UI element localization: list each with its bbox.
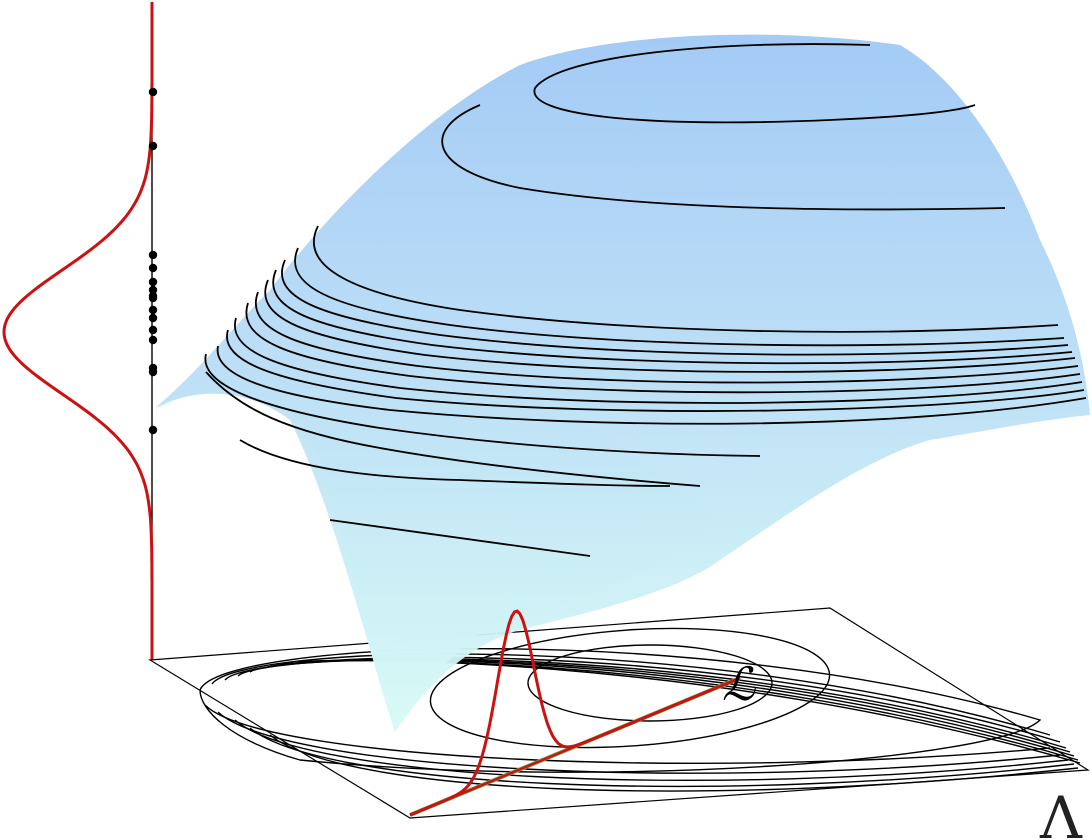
- sample-point: [148, 285, 158, 295]
- sample-point: [148, 250, 158, 260]
- sample-point: [148, 425, 158, 435]
- surface-contour: [313, 225, 1059, 333]
- conditional-density-curve: [409, 609, 741, 817]
- floor-contour: [211, 653, 1051, 736]
- sample-points: [148, 87, 158, 435]
- marginal-density-curve: [2, 2, 154, 659]
- surface-contour: [233, 317, 1083, 404]
- space-label: Λ: [1039, 784, 1083, 840]
- sample-point: [148, 325, 158, 335]
- floor-contour: [217, 711, 1061, 774]
- sample-point: [148, 305, 158, 315]
- surface-contour: [226, 329, 1085, 412]
- floor-contour: [249, 659, 1071, 753]
- surface-contour: [245, 302, 1081, 394]
- surface-contour: [533, 43, 976, 124]
- curve-label: ℒ: [722, 657, 756, 711]
- surface-contour: [205, 371, 701, 487]
- sample-point: [148, 277, 158, 287]
- surface-contour: [272, 269, 1073, 365]
- floor-contour: [234, 719, 1069, 781]
- surface-contour: [239, 439, 671, 487]
- surface-contour: [204, 353, 761, 457]
- surface-contour: [281, 259, 1069, 356]
- surface-contour: [441, 104, 1006, 211]
- surface-contour: [264, 279, 1076, 373]
- floor-contour: [527, 644, 773, 722]
- floor-contour: [269, 734, 1079, 792]
- surface-contour: [216, 345, 1087, 425]
- profile-line-group: [409, 609, 741, 817]
- sample-point: [148, 291, 158, 301]
- sample-point: [148, 367, 158, 377]
- sample-point: [148, 263, 158, 273]
- floor-contour: [279, 660, 1079, 761]
- surface-contour: [329, 519, 591, 557]
- floor-contour: [297, 659, 1081, 764]
- sample-point: [148, 141, 158, 151]
- sample-point: [148, 87, 158, 97]
- surface-contour: [255, 291, 1079, 384]
- sample-point: [148, 313, 158, 323]
- sample-point: [148, 335, 158, 345]
- surface-contours: [204, 43, 1087, 557]
- surface-contour: [294, 247, 1065, 347]
- marginal-axis: [2, 2, 158, 660]
- floor-contour: [204, 704, 1051, 764]
